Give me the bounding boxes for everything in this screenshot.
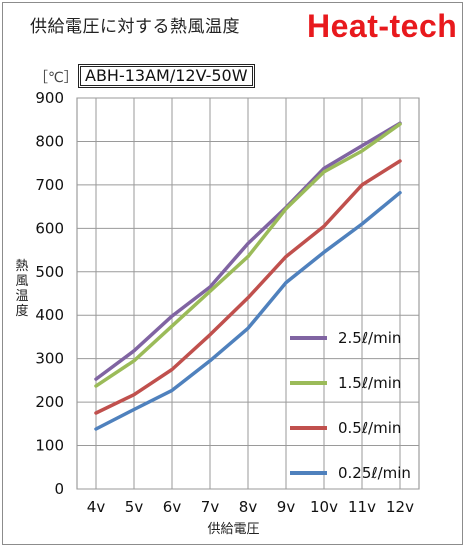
series-line-2 [94, 159, 402, 415]
y-tick-label: 600 [35, 219, 64, 237]
x-tick-label: 4v [87, 498, 106, 516]
unit-label: ［℃］ [34, 70, 78, 86]
legend-label: 1.5ℓ/min [338, 374, 401, 392]
y-tick-label: 700 [35, 176, 64, 194]
x-tick-label: 12v [386, 498, 414, 516]
y-tick-label: 100 [35, 437, 64, 455]
legend: 2.5ℓ/min 1.5ℓ/min 0.5ℓ/min 0.25ℓ/min [290, 329, 411, 482]
model-label: ABH-13AM/12V-50W [78, 64, 255, 88]
x-tick-label: 5v [125, 498, 144, 516]
legend-label: 2.5ℓ/min [338, 329, 401, 347]
x-axis-ticks: 4v 5v 6v 7v 8v 9v 10v 11v 12v [87, 498, 414, 516]
y-tick-label: 200 [35, 393, 64, 411]
legend-label: 0.5ℓ/min [338, 419, 401, 437]
legend-label: 0.25ℓ/min [338, 464, 411, 482]
series-line-3 [94, 190, 402, 431]
chart-title: 供給電圧に対する熱風温度 [30, 17, 240, 37]
grid [76, 97, 420, 490]
y-tick-label: 500 [35, 263, 64, 281]
y-axis-label: 熱風温度 [15, 259, 29, 319]
y-tick-label: 0 [54, 480, 64, 498]
y-tick-label: 800 [35, 132, 64, 150]
y-tick-label: 900 [35, 89, 64, 107]
series-line-0 [94, 121, 402, 381]
x-tick-label: 9v [277, 498, 296, 516]
y-tick-label: 300 [35, 350, 64, 368]
x-tick-label: 11v [348, 498, 376, 516]
x-tick-label: 8v [239, 498, 258, 516]
y-axis-ticks: 0 100 200 300 400 500 600 700 800 900 [35, 89, 64, 498]
x-axis-label: 供給電圧 [207, 522, 260, 537]
series-line-1 [94, 122, 402, 388]
x-tick-label: 6v [163, 498, 182, 516]
x-tick-label: 10v [310, 498, 338, 516]
brand-logo: Heat-tech [307, 8, 458, 44]
x-tick-label: 7v [201, 498, 220, 516]
series-lines [94, 121, 402, 431]
y-tick-label: 400 [35, 306, 64, 324]
